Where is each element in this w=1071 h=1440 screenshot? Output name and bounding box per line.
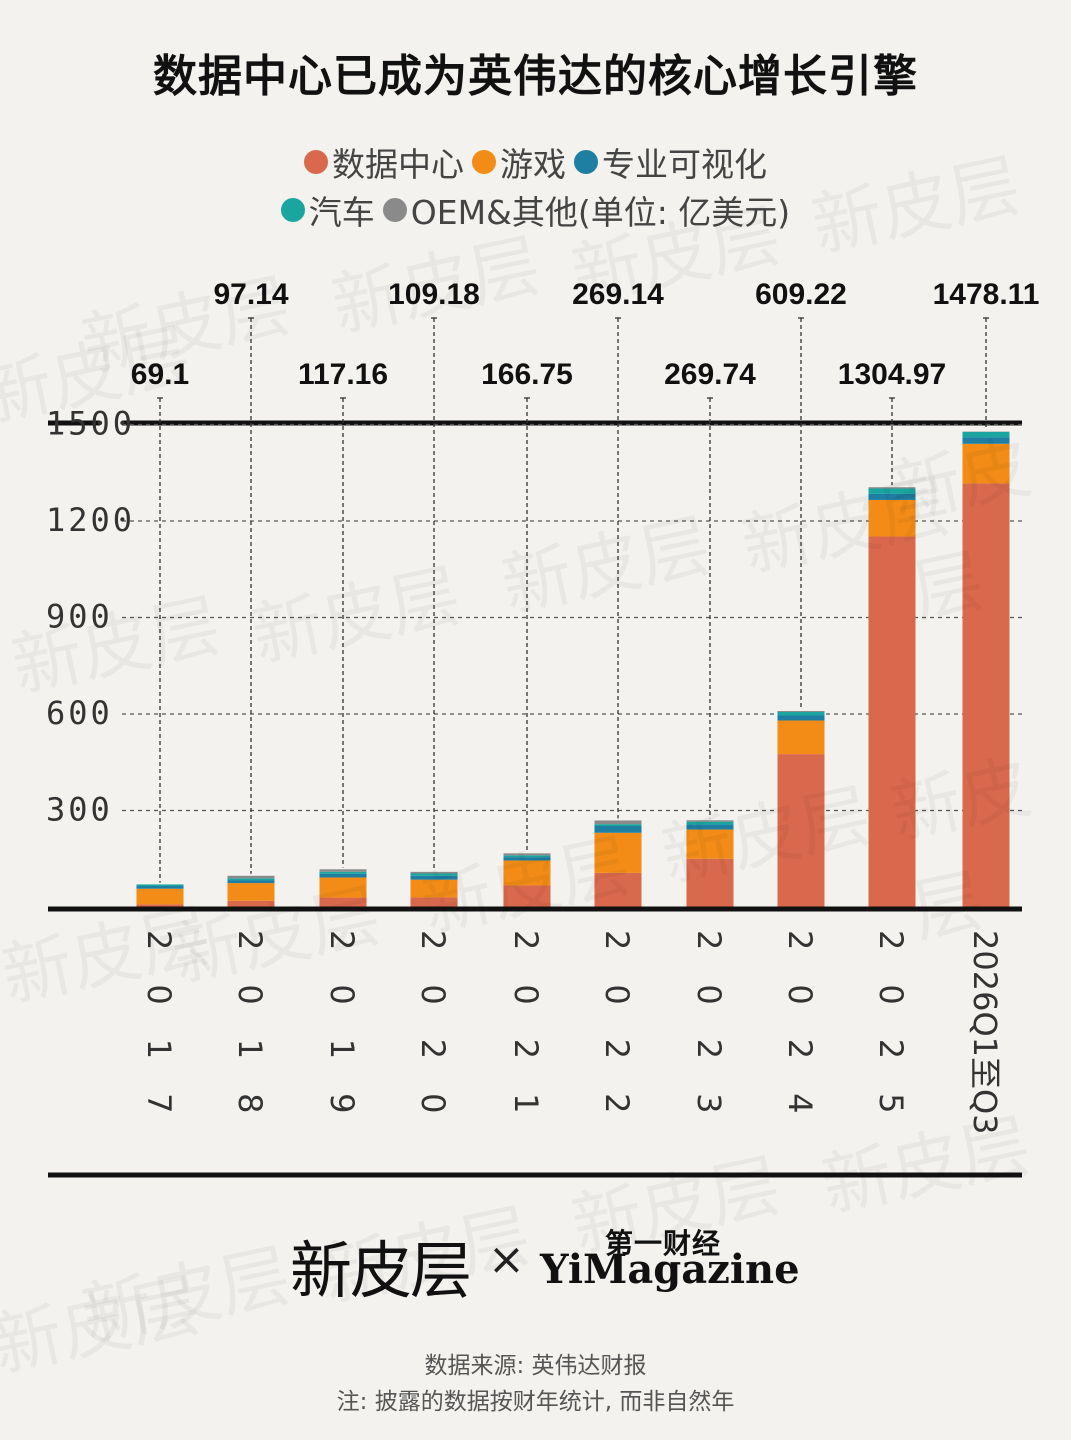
bar-segment: [686, 821, 734, 825]
bar-segment: [410, 873, 458, 876]
legend-label: 游戏: [500, 145, 566, 184]
total-value-label: 109.18: [388, 278, 480, 311]
bar-segment: [319, 869, 367, 872]
legend-item-0: 汽车: [280, 186, 375, 234]
total-value-label: 117.16: [298, 358, 388, 391]
yicai-logo-cn: 第一财经: [605, 1227, 722, 1260]
bar-segment: [227, 900, 275, 907]
bar-segment: [686, 858, 734, 907]
legend-label: OEM&其他(单位: 亿美元): [410, 193, 791, 232]
bar-segment: [227, 880, 275, 884]
legend-dot-icon: [304, 150, 328, 174]
bar-segment: [594, 820, 642, 825]
yimagazine-logo: YiMagazine: [540, 1246, 800, 1293]
bar-segment: [319, 877, 367, 898]
bar-segment: [503, 853, 551, 856]
legend-row-2: 汽车 OEM&其他(单位: 亿美元): [0, 186, 1071, 234]
chart-title: 数据中心已成为英伟达的核心增长引擎: [153, 51, 918, 102]
x-tick-label: 2019: [323, 930, 361, 1147]
legend-label: 数据中心: [332, 145, 464, 184]
bar-segment: [319, 871, 367, 874]
bar-segment: [777, 720, 825, 755]
legend-label: 汽车: [308, 193, 375, 232]
bar-segment: [136, 888, 184, 905]
legend-dot-icon: [472, 150, 496, 174]
bar-segment: [868, 499, 916, 537]
bar-segment: [503, 860, 551, 886]
bar-segment: [136, 904, 184, 907]
bar-segment: [227, 875, 275, 879]
bar-segment: [410, 897, 458, 907]
bar-segment: [503, 885, 551, 907]
total-value-label: 97.14: [213, 278, 288, 311]
bar-segment: [686, 829, 734, 859]
x-tick-label: 2025: [872, 930, 910, 1147]
y-tick-label: 1200: [46, 501, 135, 539]
stacked-bar-chart: 300 600 900 1200 1500 69.1 97.14 117.16 109.18 16…: [46, 278, 1040, 1178]
legend-row-1: 数据中心 游戏 专业可视化: [0, 138, 1071, 186]
x-tick-label: 2021: [507, 930, 545, 1147]
bar-segment: [319, 873, 367, 878]
bar-segment: [962, 443, 1010, 484]
x-tick-label: 2020: [414, 930, 452, 1147]
legend-item-1: 游戏: [472, 138, 566, 186]
total-value-label: 609.22: [755, 278, 847, 311]
bar-segment: [227, 878, 275, 881]
bar-segment: [686, 820, 734, 822]
bar-segment: [777, 711, 825, 713]
legend-dot-icon: [280, 198, 305, 222]
bar-segment: [503, 857, 551, 861]
bar-segment: [868, 488, 916, 494]
x-tick-label: 2017: [140, 930, 178, 1147]
bar-segment: [410, 879, 458, 898]
bar-segment: [319, 897, 367, 907]
bar-segment: [136, 885, 184, 889]
legend-item-2: 专业可视化: [574, 138, 767, 186]
x-tick-label: 2026Q1至Q3: [966, 930, 1004, 1135]
y-tick-label: 900: [46, 598, 113, 636]
total-value-label: 69.1: [131, 358, 189, 391]
total-value-label: 1304.97: [838, 358, 946, 391]
bar-segment: [868, 487, 916, 489]
legend-dot-icon: [574, 150, 598, 174]
bar-segment: [962, 431, 1010, 438]
bar-segment: [777, 712, 825, 716]
total-value-label: 269.74: [664, 358, 756, 391]
logo-bar: 新皮层 × 第一财经 YiMagazine: [0, 1220, 1071, 1310]
y-tick-label: 600: [46, 694, 113, 732]
bar-segment: [962, 483, 1010, 907]
bar-segment: [136, 884, 184, 886]
bar-segment: [410, 871, 458, 874]
bar-segment: [594, 824, 642, 827]
bar-segment: [686, 824, 734, 830]
logo-separator: ×: [488, 1234, 525, 1285]
x-tick-label: 2023: [690, 930, 728, 1147]
bar-segment: [962, 437, 1010, 444]
legend-item-1: OEM&其他(单位: 亿美元): [382, 186, 791, 234]
bar-segment: [594, 872, 642, 907]
y-tick-label: 300: [46, 791, 113, 829]
total-value-label: 269.14: [572, 278, 664, 311]
xinpiceng-logo: 新皮层: [290, 1234, 472, 1307]
bar-segment: [594, 826, 642, 833]
x-tick-label: 2024: [781, 930, 819, 1147]
bar-segment: [777, 715, 825, 721]
bar-segment: [410, 875, 458, 880]
total-value-label: 1478.11: [933, 278, 1040, 311]
bar-segment: [868, 536, 916, 907]
x-tick-label: 2022: [598, 930, 636, 1147]
bar-segment: [777, 754, 825, 907]
legend-item-0: 数据中心: [304, 138, 464, 186]
bar-segment: [227, 883, 275, 901]
data-source: 数据来源: 英伟达财报: [424, 1353, 647, 1379]
total-value-label: 166.75: [481, 358, 573, 391]
bar-segment: [868, 493, 916, 500]
bar-segment: [503, 855, 551, 858]
legend-dot-icon: [382, 198, 407, 222]
y-tick-label: 1500: [46, 405, 135, 443]
bar-segment: [594, 832, 642, 873]
legend-label: 专业可视化: [602, 145, 767, 184]
x-tick-label: 2018: [231, 930, 269, 1147]
fiscal-year-note: 注: 披露的数据按财年统计, 而非自然年: [336, 1389, 735, 1415]
